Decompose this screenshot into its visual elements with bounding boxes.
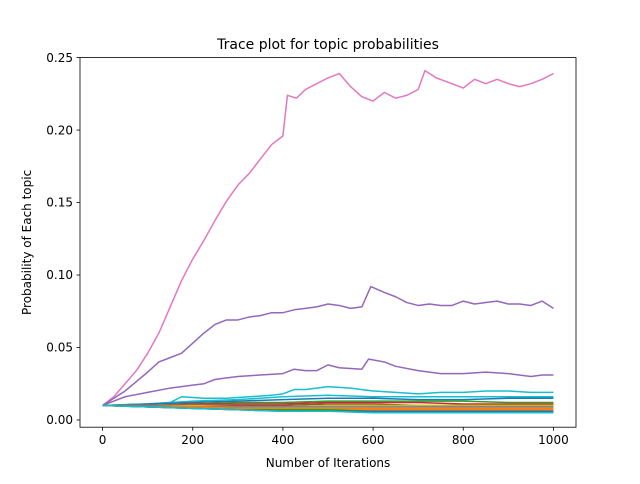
series-line-16 [102, 404, 554, 414]
series-line-3 [102, 358, 554, 407]
plot-frame [79, 57, 577, 428]
y-axis: 0.00 0.05 0.10 0.15 0.20 0.25 [46, 51, 80, 427]
y-axis-label: Probability of Each topic [20, 170, 34, 315]
series-line-12 [102, 404, 554, 410]
y-tick-label: 0.05 [46, 341, 73, 355]
x-axis-label: Number of Iterations [266, 456, 391, 470]
x-tick-label: 200 [181, 433, 204, 447]
y-tick-label: 0.10 [46, 268, 73, 282]
x-tick-label: 1000 [538, 433, 569, 447]
x-tick-label: 800 [452, 433, 475, 447]
x-tick-label: 0 [99, 433, 107, 447]
y-tick-label: 0.25 [46, 51, 73, 65]
series-line-1 [102, 69, 554, 407]
y-tick-label: 0.20 [46, 123, 73, 137]
series-line-5 [102, 394, 554, 407]
x-tick-label: 600 [362, 433, 385, 447]
axes-layer [79, 57, 577, 428]
series-line-10 [102, 404, 554, 408]
x-axis: 0 200 400 600 800 1000 [99, 427, 569, 447]
series-layer [102, 69, 554, 414]
y-tick-label: 0.15 [46, 196, 73, 210]
y-tick-label: 0.00 [46, 413, 73, 427]
series-line-2 [102, 285, 554, 407]
series-line-6 [102, 397, 554, 407]
x-tick-label: 400 [271, 433, 294, 447]
chart-title: Trace plot for topic probabilities [216, 37, 439, 53]
series-line-4 [102, 385, 554, 407]
series-line-8 [102, 401, 554, 407]
